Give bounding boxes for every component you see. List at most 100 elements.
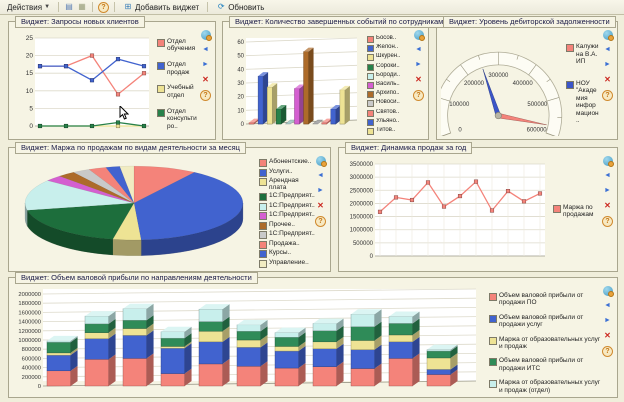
configure-icon[interactable] — [315, 156, 327, 167]
legend-label: Арендная плата — [269, 177, 299, 192]
prev-icon[interactable]: ◄ — [604, 302, 611, 309]
svg-text:1600000: 1600000 — [18, 310, 41, 316]
svg-text:1400000: 1400000 — [18, 320, 41, 326]
actions-menu-button[interactable]: Действия ▼ — [4, 1, 53, 13]
svg-text:1200000: 1200000 — [18, 329, 41, 335]
configure-icon[interactable] — [413, 30, 425, 41]
prev-icon[interactable]: ◄ — [317, 172, 324, 179]
svg-text:100000: 100000 — [449, 102, 470, 108]
actions-menu-label: Действия — [7, 2, 43, 12]
svg-text:60: 60 — [237, 40, 244, 46]
legend-label: Абонентские.. — [269, 158, 312, 165]
svg-text:200000: 200000 — [22, 375, 41, 381]
legend-swatch — [566, 44, 574, 53]
configure-icon[interactable] — [200, 30, 212, 41]
help-icon[interactable]: ? — [200, 90, 211, 101]
help-icon[interactable]: ? — [315, 216, 326, 227]
legend-label: Титов.. — [376, 126, 396, 133]
help-icon[interactable]: ? — [602, 346, 613, 357]
delete-icon[interactable]: ✕ — [604, 331, 611, 340]
legend-item: 1С:Предприят.. — [259, 230, 315, 240]
legend-label: Калужина В.А. ИП — [576, 43, 599, 66]
add-widget-button[interactable]: ⊞ Добавить виджет — [120, 1, 202, 13]
legend-swatch — [553, 204, 561, 213]
line-chart-canvas: 0 500000 1000000 1500000 2000000 2500000 30000… — [343, 160, 549, 262]
chart-legend: Босов.. Желон.. Шкурен.. Сороки.. Бороди.. Ва… — [367, 35, 411, 135]
next-icon[interactable]: ► — [604, 61, 611, 68]
legend-label: Маржа от образовательных услуг и продаж — [499, 335, 601, 350]
help-icon[interactable]: ? — [602, 216, 613, 227]
legend-item: Арендная плата — [259, 177, 315, 192]
toolbar-separator — [207, 2, 209, 12]
widget-new-client-requests: Виджет: Запросы новых клиентов 0 5 10 15 20 2… — [8, 16, 216, 140]
refresh-icon: ⟳ — [217, 2, 225, 11]
svg-text:1800000: 1800000 — [18, 301, 41, 307]
legend-swatch — [259, 178, 267, 186]
delete-icon[interactable]: ✕ — [202, 75, 209, 84]
prev-icon[interactable]: ◄ — [604, 46, 611, 53]
widget-gross-profit-by-direction: Виджет: Объем валовой прибыли по направл… — [8, 272, 618, 398]
svg-text:500000: 500000 — [353, 241, 374, 247]
prev-icon[interactable]: ◄ — [415, 46, 422, 53]
delete-icon[interactable]: ✕ — [317, 201, 324, 210]
help-icon[interactable]: ? — [602, 90, 613, 101]
legend-swatch — [259, 231, 267, 240]
help-icon[interactable]: ? — [413, 90, 424, 101]
next-icon[interactable]: ► — [604, 317, 611, 324]
legend-label: Маржа от образовательных услуг и продаж … — [499, 379, 601, 394]
legend-item: 1С:Предприят.. — [259, 211, 315, 221]
configure-icon[interactable] — [602, 30, 614, 41]
legend-item: 1С:Предприят.. — [259, 192, 315, 202]
legend-swatch — [157, 62, 165, 71]
stacked-bar-chart-canvas: 0 200000 400000 600000 800000 1000000 1200000 1… — [13, 288, 485, 394]
legend-item: Отдел обучения — [157, 38, 197, 53]
chart-legend: Объем валовой прибыли от продажи ПО Объем… — [489, 292, 601, 394]
legend-label: 1С:Предприят.. — [269, 230, 315, 238]
legend-label: Бороди.. — [376, 71, 401, 78]
legend-swatch — [259, 212, 267, 221]
delete-icon[interactable]: ✕ — [604, 201, 611, 210]
legend-swatch — [259, 168, 267, 177]
svg-text:15: 15 — [26, 70, 34, 77]
legend-label: НОУ "Академия информацион.. — [576, 79, 599, 125]
legend-swatch — [367, 109, 374, 117]
refresh-button[interactable]: ⟳ Обновить — [213, 1, 267, 13]
delete-icon[interactable]: ✕ — [415, 75, 422, 84]
legend-item: Сороки.. — [367, 63, 411, 71]
prev-icon[interactable]: ◄ — [604, 172, 611, 179]
legend-label: Отдел продаж — [167, 61, 190, 76]
legend-item: Прочее.. — [259, 221, 315, 230]
legend-item: Отдел продаж — [157, 61, 197, 76]
next-icon[interactable]: ► — [604, 187, 611, 194]
legend-swatch — [489, 314, 497, 323]
legend-label: Босов.. — [376, 35, 397, 41]
legend-item: Маржа по продажам — [553, 204, 601, 219]
legend-item: Титов.. — [367, 127, 411, 135]
help-icon[interactable]: ? — [98, 1, 110, 13]
prev-icon[interactable]: ◄ — [202, 46, 209, 53]
list-icon[interactable]: ▦ — [78, 2, 86, 11]
window-icon[interactable]: ▤ — [65, 2, 73, 11]
svg-text:800000: 800000 — [22, 347, 41, 353]
legend-swatch — [489, 293, 497, 301]
legend-item: Ульяно.. — [367, 118, 411, 126]
next-icon[interactable]: ► — [202, 61, 209, 68]
svg-text:1000000: 1000000 — [18, 338, 41, 344]
next-icon[interactable]: ► — [317, 187, 324, 194]
legend-item: 1С:Предприят.. — [259, 202, 315, 211]
legend-label: Святов.. — [376, 108, 400, 115]
next-icon[interactable]: ► — [415, 61, 422, 68]
widget-icon-column: ◄ ► ✕? — [601, 30, 614, 101]
legend-swatch — [157, 108, 165, 117]
widget-title: Виджет: Запросы новых клиентов — [15, 16, 145, 28]
legend-item: Босов.. — [367, 35, 411, 43]
configure-icon[interactable] — [602, 286, 614, 297]
delete-icon[interactable]: ✕ — [604, 75, 611, 84]
pie-chart-canvas — [13, 156, 255, 268]
legend-swatch — [259, 240, 267, 249]
legend-item: Василь.. — [367, 81, 411, 89]
configure-icon[interactable] — [602, 156, 614, 167]
legend-item: Учебный отдел — [157, 84, 197, 99]
legend-swatch — [367, 36, 374, 43]
svg-text:1000000: 1000000 — [350, 228, 374, 234]
